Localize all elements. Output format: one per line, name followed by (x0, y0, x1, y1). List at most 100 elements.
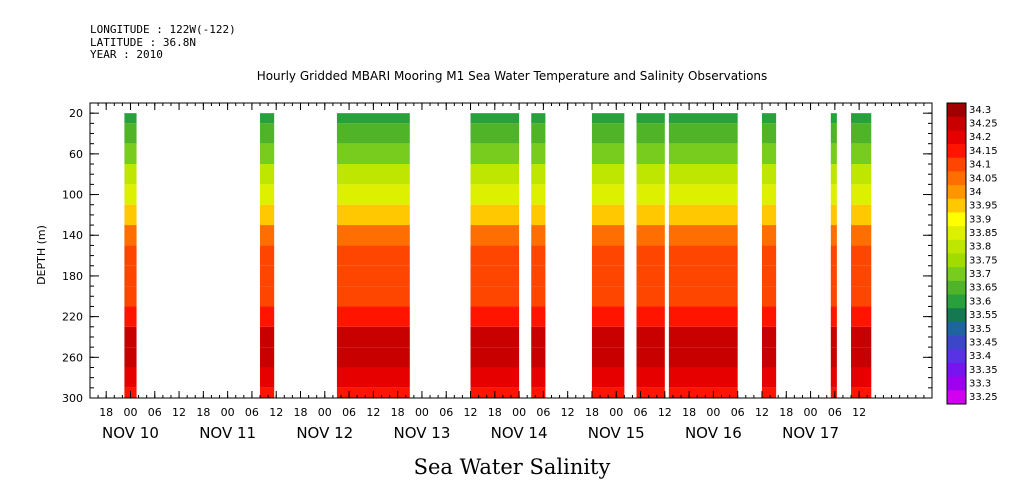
salinity-cell (851, 387, 872, 398)
salinity-cell (124, 204, 137, 226)
data-segment (761, 113, 777, 398)
salinity-cell (636, 113, 665, 124)
y-tick-label: 220 (62, 311, 83, 324)
longitude-label: LONGITUDE : 122W(-122) (90, 23, 236, 36)
salinity-cell (830, 184, 837, 205)
salinity-cell (851, 164, 872, 185)
salinity-cell (260, 204, 275, 226)
colorbar-swatch (947, 335, 966, 350)
colorbar-swatch (947, 362, 966, 378)
x-tick-label: 18 (391, 406, 405, 419)
colorbar-label: 34 (969, 187, 982, 198)
x-tick-label: 00 (415, 406, 429, 419)
salinity-cell (851, 245, 872, 266)
salinity-cell (636, 367, 665, 388)
salinity-cell (668, 347, 738, 368)
salinity-cell (124, 164, 137, 185)
colorbar-label: 33.25 (969, 392, 998, 403)
axis-layer: 18 00 06 12 18 00 06 12 18 00 06 12 18 00 06 12 18 00 06 12… (62, 102, 933, 442)
salinity-cell (591, 387, 625, 398)
colorbar-swatch (947, 253, 966, 268)
salinity-cell (336, 347, 410, 368)
salinity-cell (531, 265, 546, 287)
data-segment (531, 113, 546, 398)
salinity-cell (336, 306, 410, 327)
salinity-cell (761, 225, 777, 246)
salinity-cell (668, 113, 738, 124)
salinity-cell (260, 347, 275, 368)
salinity-cell (124, 113, 137, 124)
colorbar-label: 34.1 (969, 160, 991, 171)
salinity-cell (761, 347, 777, 368)
x-tick-label: 06 (634, 406, 648, 419)
salinity-cell (830, 306, 837, 327)
x-tick-label: 12 (172, 406, 186, 419)
salinity-cell (531, 204, 546, 226)
salinity-cell (336, 225, 410, 246)
salinity-cell (830, 123, 837, 144)
salinity-cell (830, 225, 837, 246)
salinity-cell (470, 184, 520, 205)
x-tick-label: 18 (294, 406, 308, 419)
salinity-cell (591, 306, 625, 327)
x-tick-label: 00 (318, 406, 332, 419)
salinity-cell (591, 347, 625, 368)
salinity-cell (260, 265, 275, 287)
x-tick-label: 18 (585, 406, 599, 419)
salinity-cell (124, 347, 137, 368)
salinity-cell (830, 113, 837, 124)
salinity-cell (636, 306, 665, 327)
salinity-cell (668, 265, 738, 287)
salinity-cell (470, 265, 520, 287)
data-segment (636, 113, 665, 398)
y-tick-label: 60 (69, 148, 83, 161)
colorbar-swatch (947, 130, 966, 145)
salinity-cell (636, 143, 665, 165)
x-tick-label: 00 (221, 406, 235, 419)
salinity-cell (124, 225, 137, 246)
salinity-cell (591, 367, 625, 388)
colorbar-label: 34.2 (969, 132, 991, 143)
salinity-cell (336, 164, 410, 185)
salinity-cell (336, 143, 410, 165)
salinity-cell (531, 225, 546, 246)
colorbar-swatch (947, 376, 966, 391)
salinity-cell (531, 367, 546, 388)
data-layer (124, 113, 872, 398)
salinity-cell (591, 245, 625, 266)
salinity-cell (761, 204, 777, 226)
salinity-cell (531, 347, 546, 368)
colorbar-swatch (947, 157, 966, 172)
colorbar-swatch (947, 116, 966, 131)
x-day-label: NOV 17 (782, 424, 839, 442)
salinity-cell (531, 184, 546, 205)
colorbar-swatch (947, 294, 966, 309)
colorbar-swatch (947, 280, 966, 296)
colorbar-swatch (947, 103, 966, 118)
data-segment (124, 113, 137, 398)
salinity-cell (668, 123, 738, 144)
salinity-cell (761, 326, 777, 348)
salinity-cell (124, 123, 137, 144)
salinity-cell (851, 347, 872, 368)
salinity-cell (260, 245, 275, 266)
salinity-cell (470, 347, 520, 368)
salinity-cell (336, 286, 410, 307)
salinity-cell (260, 123, 275, 144)
x-tick-label: 06 (342, 406, 356, 419)
salinity-cell (761, 286, 777, 307)
salinity-cell (260, 326, 275, 348)
salinity-cell (124, 367, 137, 388)
salinity-cell (531, 245, 546, 266)
salinity-cell (470, 204, 520, 226)
x-tick-label: 00 (804, 406, 818, 419)
x-tick-label: 06 (148, 406, 162, 419)
x-tick-label: 06 (439, 406, 453, 419)
colorbar-label: 33.3 (969, 378, 991, 389)
salinity-cell (851, 143, 872, 165)
colorbar-label: 33.35 (969, 365, 998, 376)
colorbar-label: 34.05 (969, 173, 998, 184)
x-tick-label: 06 (536, 406, 550, 419)
colorbar-frame (946, 102, 967, 405)
salinity-cell (124, 245, 137, 266)
